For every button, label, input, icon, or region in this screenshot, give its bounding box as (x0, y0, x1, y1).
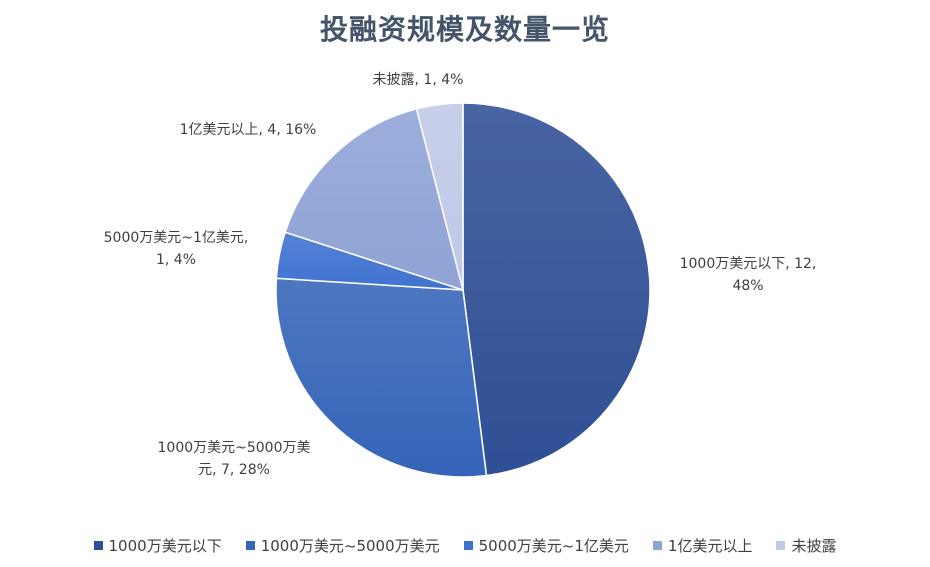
pie-slice-4 (284, 107, 465, 292)
legend: 1000万美元以下 1000万美元~5000万美元 5000万美元~1亿美元 1亿美元… (0, 535, 930, 556)
data-label-5: 未披露, 1, 4% (373, 72, 464, 88)
legend-item: 未披露 (776, 535, 836, 556)
chart-title: 投融资规模及数量一览 (319, 13, 610, 46)
pie-slice-1 (462, 102, 651, 477)
legend-swatch (245, 541, 255, 550)
pie-slice-2 (275, 277, 488, 478)
data-label-2: 1000万美元~5000万美元, 7, 28% (158, 440, 311, 478)
data-label-1: 1000万美元以下, 12, 48% (680, 256, 817, 294)
legend-label: 未披露 (791, 537, 837, 555)
legend-swatch (463, 541, 473, 550)
legend-label: 1000万美元以下 (108, 537, 222, 555)
legend-label: 5000万美元~1亿美元 (478, 537, 629, 555)
pie-slice-5 (415, 102, 464, 291)
legend-swatch (93, 541, 103, 550)
legend-label: 1亿美元以上 (667, 537, 753, 555)
legend-item: 1亿美元以上 (652, 535, 753, 556)
legend-item: 5000万美元~1亿美元 (463, 535, 629, 556)
legend-swatch (776, 541, 786, 550)
data-label-3: 5000万美元~1亿美元, 1, 4% (104, 230, 249, 268)
legend-item: 1000万美元以下 (93, 535, 222, 556)
legend-swatch (652, 541, 662, 550)
data-label-4: 1亿美元以上, 4, 16% (180, 122, 317, 138)
legend-item: 1000万美元~5000万美元 (245, 535, 440, 556)
legend-label: 1000万美元~5000万美元 (260, 537, 440, 555)
